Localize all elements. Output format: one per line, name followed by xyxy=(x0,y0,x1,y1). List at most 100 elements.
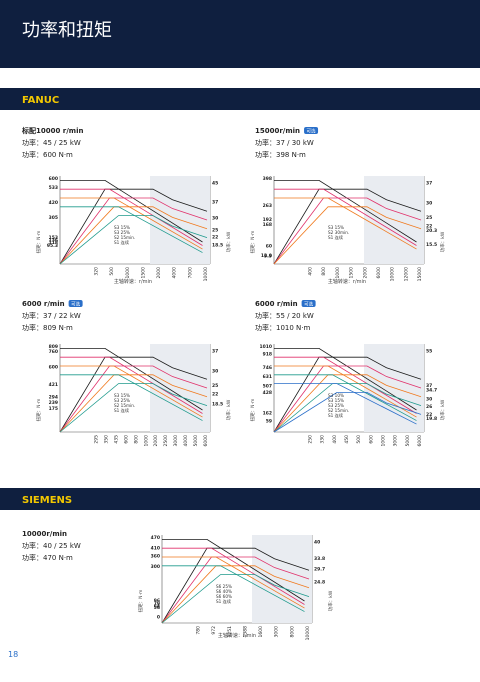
left-tick: 746 xyxy=(263,365,272,371)
legend-text: S6 40% xyxy=(216,589,232,594)
right-tick: 24.8 xyxy=(314,580,325,586)
x-tick: 1000 xyxy=(335,267,341,279)
torque-curve xyxy=(274,383,417,425)
x-tick: 4000 xyxy=(172,267,178,279)
right-tick: 25 xyxy=(426,215,432,221)
x-tick: 6000 xyxy=(203,435,209,447)
legend-text: S3 15% xyxy=(328,398,344,403)
x-tick: 780 xyxy=(196,626,202,635)
left-tick: 918 xyxy=(263,351,272,357)
legend-text: S3 25% xyxy=(114,230,130,235)
x-tick: 1388 xyxy=(242,626,248,638)
left-tick: 263 xyxy=(263,203,272,209)
brand-band xyxy=(0,88,480,110)
right-tick: 20.3 xyxy=(426,228,437,234)
legend-text: S2 15min. xyxy=(114,235,135,240)
chart-speed: 15000r/min xyxy=(255,127,300,135)
brand-name: SIEMENS xyxy=(22,495,72,506)
x-tick: 1600 xyxy=(258,626,264,638)
left-axis-label: 扭矩：N·m xyxy=(35,231,42,254)
right-tick: 37 xyxy=(426,383,432,389)
chart-speed: 10000r/min xyxy=(22,530,67,538)
right-tick: 15.5 xyxy=(426,242,437,248)
power-curve xyxy=(273,365,422,433)
left-axis-label: 扭矩：N·m xyxy=(137,590,144,613)
torque-curve xyxy=(60,179,203,243)
right-tick: 55 xyxy=(426,349,432,355)
x-tick: 12000 xyxy=(403,267,409,281)
right-tick: 33.8 xyxy=(314,556,325,562)
brand-name: FANUC xyxy=(22,95,59,106)
x-tick: 500 xyxy=(356,435,362,444)
power-curve xyxy=(161,547,310,624)
chart-torque: 功率：398 N·m xyxy=(255,150,306,159)
legend-text: S3 15% xyxy=(114,225,130,230)
left-tick: 192 xyxy=(263,217,272,223)
left-tick: 168 xyxy=(263,222,272,228)
right-tick: 30 xyxy=(426,397,432,403)
x-tick: 400 xyxy=(332,435,338,444)
left-tick: 428 xyxy=(263,390,272,396)
right-tick: 22 xyxy=(426,223,432,229)
badge-text: 可选 xyxy=(307,128,316,135)
x-tick: 320 xyxy=(94,267,100,276)
torque-curve xyxy=(162,556,305,609)
page-title: 功率和扭矩 xyxy=(22,20,112,41)
x-tick: 2000 xyxy=(362,267,368,279)
right-tick: 18.5 xyxy=(212,243,223,249)
left-tick: 420 xyxy=(49,200,58,206)
x-tick: 6000 xyxy=(376,267,382,279)
x-tick: 435 xyxy=(113,435,119,444)
left-tick: 239 xyxy=(49,400,58,406)
x-tick: 3000 xyxy=(173,435,179,447)
left-tick: 809 xyxy=(49,344,58,350)
right-tick: 37 xyxy=(212,199,218,205)
power-curve xyxy=(273,356,422,433)
legend-text: S3 15% xyxy=(114,393,130,398)
right-tick: 19.8 xyxy=(426,416,437,422)
right-tick: 26 xyxy=(426,404,432,410)
right-axis-label: 功率：kW xyxy=(439,231,446,252)
x-tick: 600 xyxy=(123,435,129,444)
left-tick: 60 xyxy=(266,243,272,249)
chart-power: 功率：40 / 25 kW xyxy=(22,541,81,550)
left-tick: 12.9 xyxy=(261,253,272,259)
left-tick: 9.9 xyxy=(264,253,272,259)
x-tick: 450 xyxy=(344,435,350,444)
power-curve xyxy=(161,574,310,624)
legend-text: S1 连续 xyxy=(114,239,129,246)
left-tick: 421 xyxy=(49,382,58,388)
right-axis-label: 功率：kW xyxy=(327,590,334,611)
power-curve xyxy=(273,188,422,265)
torque-curve xyxy=(60,347,203,411)
power-curve xyxy=(59,374,208,433)
right-tick: 18.5 xyxy=(212,401,223,407)
x-tick: 2500 xyxy=(163,435,169,447)
x-tick: 10000 xyxy=(390,267,396,281)
left-tick: 398 xyxy=(263,176,272,182)
power-curve xyxy=(59,206,208,265)
x-axis-label: 主轴转速：r/min xyxy=(218,632,256,639)
x-tick: 1000 xyxy=(381,435,387,447)
x-tick: 1500 xyxy=(140,267,146,279)
legend-text: S6 60% xyxy=(216,594,232,599)
power-curve xyxy=(59,188,208,265)
right-tick: 45 xyxy=(212,181,218,187)
left-tick: 305 xyxy=(49,215,58,221)
x-axis-label: 主轴转速：r/min xyxy=(328,278,366,285)
torque-curve xyxy=(162,565,305,612)
left-tick: 1010 xyxy=(259,344,272,350)
torque-curve xyxy=(274,347,417,411)
left-tick: 59 xyxy=(266,419,272,425)
x-tick: 972 xyxy=(211,626,217,635)
left-tick: 0 xyxy=(157,614,160,620)
legend-text: S1 连续 xyxy=(216,598,231,605)
badge xyxy=(301,300,316,307)
legend-text: S3 15% xyxy=(328,225,344,230)
chart-torque: 功率：809 N·m xyxy=(22,323,73,332)
left-axis-label: 扭矩：N·m xyxy=(249,399,256,422)
x-tick: 500 xyxy=(109,267,115,276)
badge-text: 可选 xyxy=(71,301,80,308)
left-tick: 79 xyxy=(154,601,160,607)
header-band xyxy=(0,0,480,68)
